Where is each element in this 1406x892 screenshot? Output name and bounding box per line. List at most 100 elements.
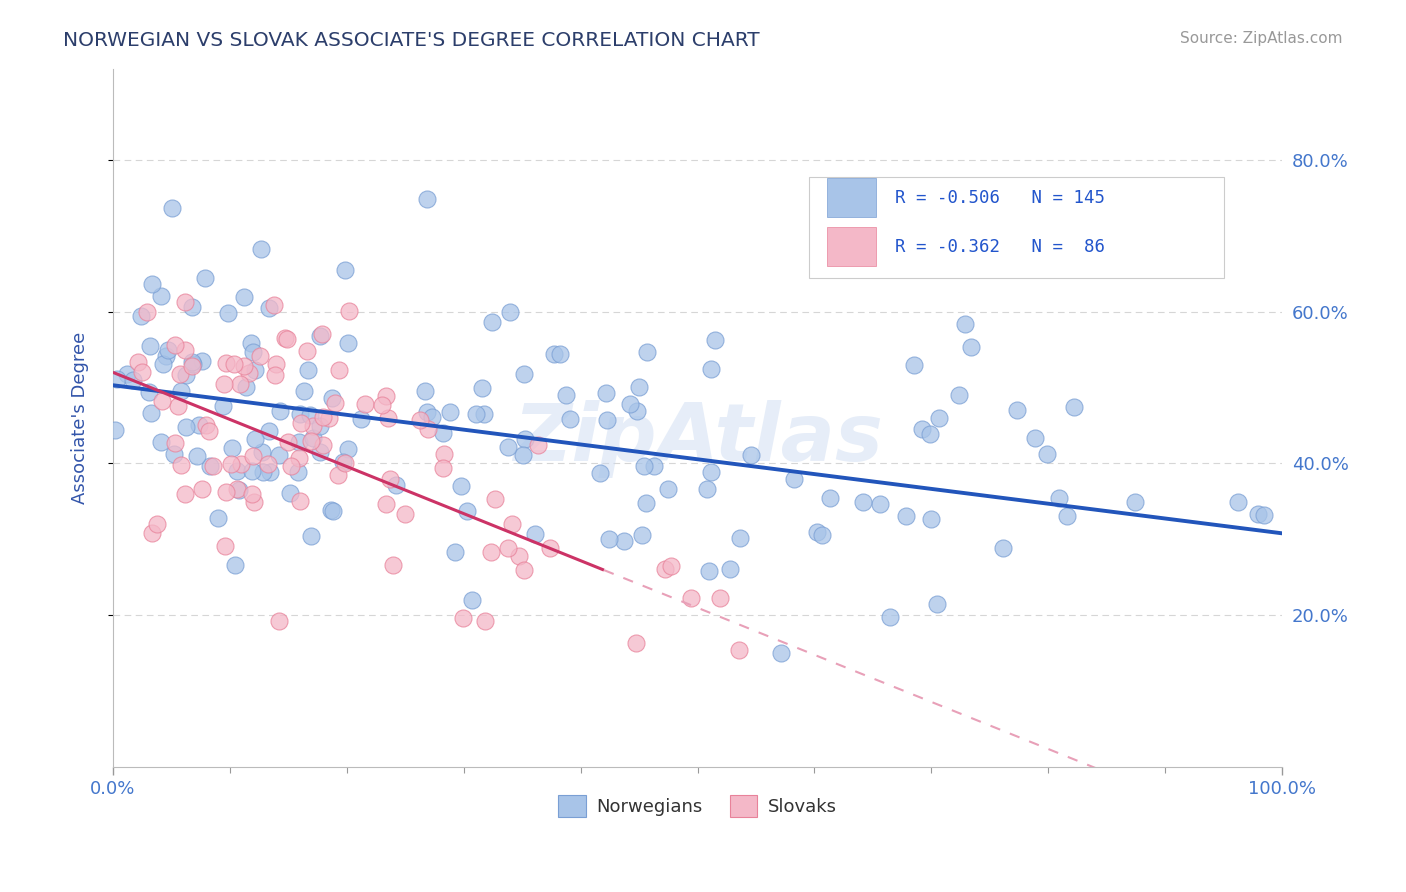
Point [198,459,221,474]
Point [231,457,253,471]
Point [456,503,478,517]
Point [105,372,128,386]
Point [312,438,335,452]
Point [911,422,934,436]
Point [472,407,495,421]
Point [138,385,160,400]
Point [173,343,195,357]
Point [661,559,683,574]
Point [413,384,436,399]
Point [613,534,636,549]
Point [1005,402,1028,417]
Point [479,545,502,559]
Point [322,504,344,518]
Point [152,357,174,371]
Point [250,445,273,459]
Point [450,479,472,493]
Point [332,455,354,469]
Point [527,438,550,452]
Point [170,384,193,399]
Point [264,358,287,372]
Point [287,450,309,465]
Point [170,458,193,472]
Point [718,562,741,576]
Point [554,388,576,402]
Point [377,411,399,425]
Point [394,507,416,521]
Point [433,446,456,460]
Point [548,346,571,360]
Point [299,434,322,448]
Point [681,591,703,606]
Point [496,440,519,454]
Point [643,458,665,473]
Point [181,359,204,373]
Point [1047,491,1070,505]
Point [378,472,401,486]
Point [221,441,243,455]
Point [654,562,676,576]
Point [432,461,454,475]
Point [141,277,163,292]
FancyBboxPatch shape [827,178,876,218]
Point [242,449,264,463]
Point [920,426,942,441]
Point [187,418,209,433]
Point [127,355,149,369]
Point [589,466,612,480]
Point [267,448,290,462]
Point [328,467,350,482]
Point [543,346,565,360]
Point [194,270,217,285]
Point [180,355,202,369]
Point [174,368,197,383]
Point [264,368,287,382]
Point [174,294,197,309]
Point [311,326,333,341]
Point [245,363,267,377]
Point [240,336,263,351]
Point [512,448,534,462]
Point [228,483,250,497]
Point [1227,495,1250,509]
Point [1063,400,1085,414]
Point [145,517,167,532]
Point [295,343,318,358]
Point [439,405,461,419]
Point [700,362,723,376]
Point [460,592,482,607]
Point [700,465,723,479]
Point [298,408,321,422]
Point [1247,507,1270,521]
Point [277,435,299,450]
Point [276,332,298,346]
Point [215,356,238,370]
Point [211,399,233,413]
Point [415,405,437,419]
Point [595,385,617,400]
Point [186,449,208,463]
Point [350,412,373,426]
Point [259,466,281,480]
Point [1253,508,1275,522]
Point [233,359,256,374]
Point [163,447,186,461]
Point [233,290,256,304]
Point [1123,495,1146,509]
Point [240,487,263,501]
Point [259,424,281,438]
Point [769,646,792,660]
Point [287,465,309,479]
Y-axis label: Associate's Degree: Associate's Degree [72,332,89,504]
Point [323,396,346,410]
Point [630,528,652,542]
Legend: Norwegians, Slovaks: Norwegians, Slovaks [551,789,844,824]
Point [498,541,520,555]
Point [214,539,236,553]
Point [444,544,467,558]
Point [928,411,950,425]
Point [215,485,238,500]
Point [252,466,274,480]
Point [339,304,361,318]
Point [318,411,340,425]
